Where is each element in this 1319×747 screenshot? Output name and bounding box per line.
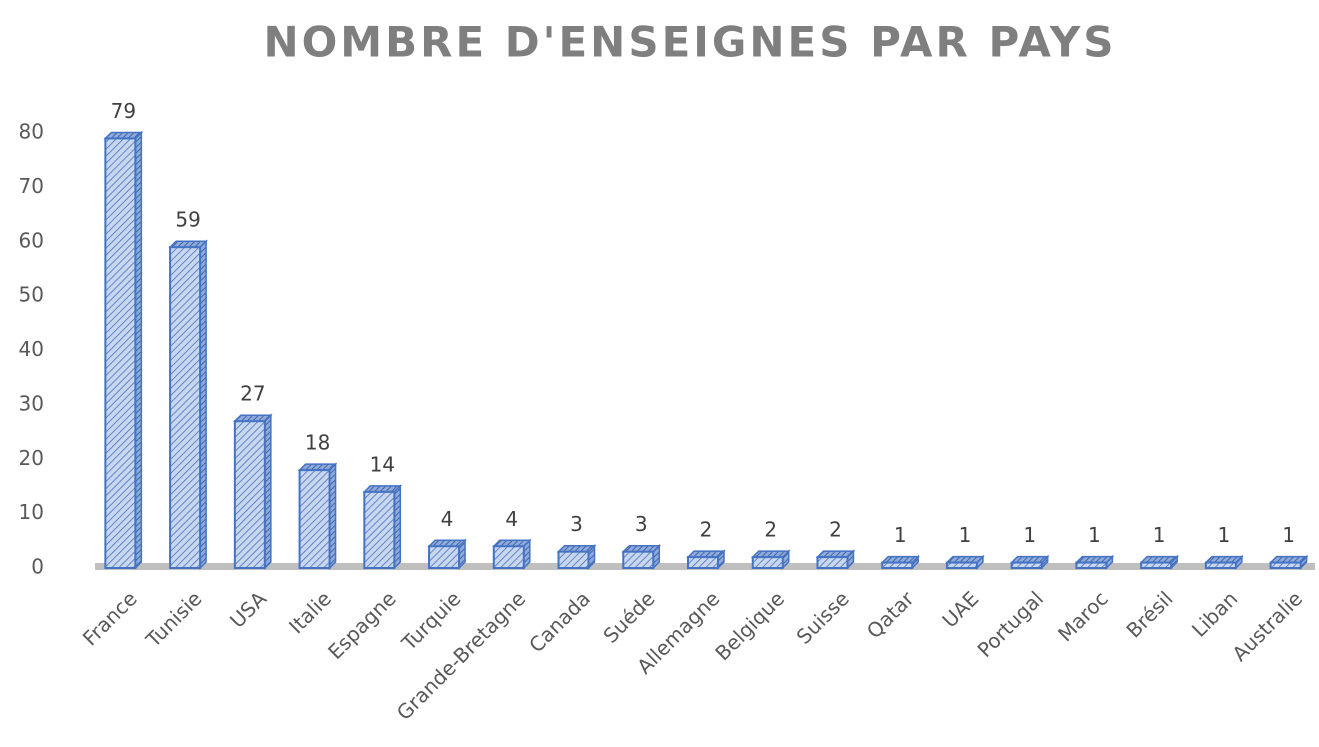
value-label: 2	[829, 518, 842, 542]
bar	[428, 545, 461, 569]
x-tick-label: France	[78, 586, 142, 650]
bar	[233, 420, 266, 569]
y-tick-label: 0	[31, 555, 44, 579]
bar	[363, 490, 396, 569]
bar	[1010, 561, 1043, 569]
x-tick-label: Liban	[1187, 586, 1242, 641]
x-tick-label: Espagne	[323, 586, 401, 664]
bar	[298, 469, 331, 569]
bar	[169, 246, 202, 569]
y-tick-label: 30	[19, 391, 44, 415]
value-label: 1	[1218, 523, 1231, 547]
value-label: 2	[764, 518, 777, 542]
chart-title: NOMBRE D'ENSEIGNES PAR PAYS	[263, 18, 1116, 67]
bar	[492, 545, 525, 569]
value-label: 4	[505, 507, 518, 531]
value-label: 4	[441, 507, 454, 531]
value-label: 3	[635, 512, 648, 536]
y-tick-label: 40	[19, 337, 44, 361]
y-tick-label: 20	[19, 446, 44, 470]
x-tick-label: Canada	[524, 586, 595, 657]
bar	[881, 561, 914, 569]
x-tick-label: Portugal	[973, 586, 1049, 662]
value-label: 3	[570, 512, 583, 536]
bar	[1140, 561, 1173, 569]
bar	[751, 556, 784, 569]
value-label: 18	[305, 431, 330, 455]
value-label: 1	[894, 523, 907, 547]
bar	[816, 556, 849, 569]
x-tick-label: Qatar	[862, 586, 919, 643]
x-tick-label: Suéde	[598, 586, 659, 647]
value-label: 79	[111, 99, 136, 123]
value-label: 27	[240, 382, 265, 406]
value-label: 1	[1023, 523, 1036, 547]
value-label: 1	[1153, 523, 1166, 547]
x-tick-label: Suisse	[792, 586, 854, 648]
bar	[557, 550, 590, 569]
x-tick-label: Australie	[1227, 586, 1307, 666]
y-tick-label: 70	[19, 174, 44, 198]
value-label: 2	[700, 518, 713, 542]
value-label: 1	[959, 523, 972, 547]
y-tick-label: 80	[19, 120, 44, 144]
value-label: 59	[175, 208, 200, 232]
y-tick-label: 50	[19, 283, 44, 307]
x-tick-label: Maroc	[1053, 586, 1113, 646]
bar	[1269, 561, 1302, 569]
x-tick-label: Brésil	[1121, 586, 1177, 642]
value-label: 14	[370, 452, 395, 476]
x-tick-label: Italie	[284, 586, 336, 638]
y-tick-label: 10	[19, 500, 44, 524]
bar	[1204, 561, 1237, 569]
bar	[104, 137, 137, 569]
value-label: 1	[1088, 523, 1101, 547]
x-tick-label: Tunisie	[141, 586, 207, 652]
x-tick-label: USA	[225, 586, 271, 632]
y-tick-label: 60	[19, 228, 44, 252]
value-label: 1	[1282, 523, 1295, 547]
x-tick-label: UAE	[937, 586, 983, 632]
bar	[1075, 561, 1108, 569]
bar	[622, 550, 655, 569]
x-tick-label: Belgique	[710, 586, 789, 665]
bar	[945, 561, 978, 569]
bar	[687, 556, 719, 569]
